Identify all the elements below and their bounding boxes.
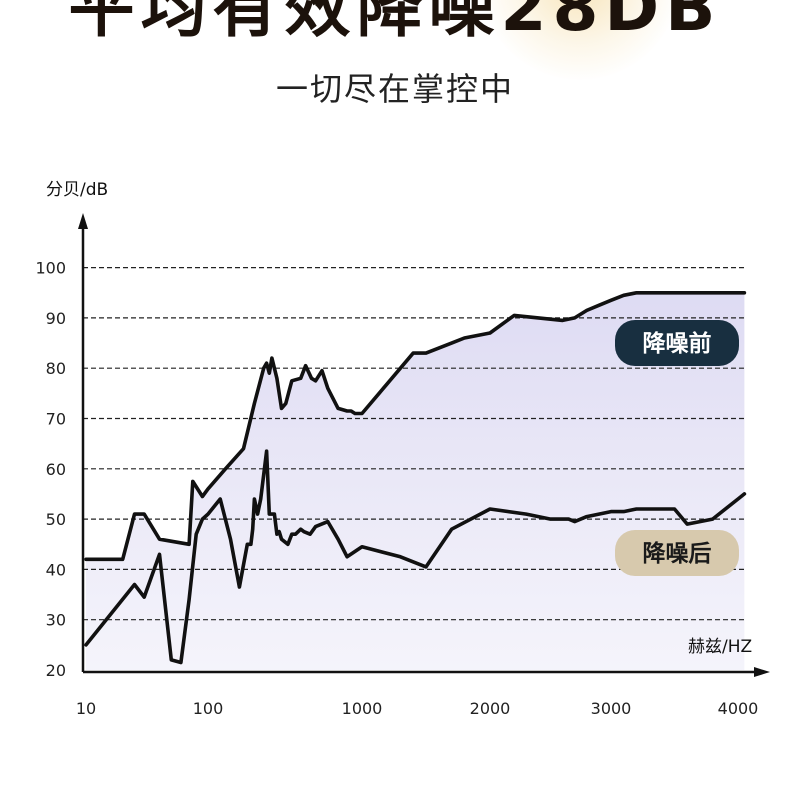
y-tick-label: 80	[46, 359, 66, 378]
legend-before-badge	[615, 320, 739, 366]
x-tick-label: 10	[76, 699, 96, 718]
y-tick-label: 90	[46, 309, 66, 328]
series-line-after	[84, 449, 747, 665]
legend-after-badge	[615, 530, 739, 576]
page-title: 平均有效降噪28DB	[68, 0, 722, 46]
y-tick-label: 30	[46, 611, 66, 630]
y-axis-arrow	[78, 213, 88, 229]
x-axis-label: 赫兹/HZ	[688, 637, 752, 657]
series-line-before	[84, 290, 747, 562]
axes: 分贝/dB 赫兹/HZ	[46, 180, 770, 677]
series-lines	[84, 290, 747, 665]
page-subtitle: 一切尽在掌控中	[275, 70, 514, 108]
tick-labels: 20 30 40 50 60 70 80 90 100 10 100 1000 2000 3000 4000	[35, 259, 758, 718]
legend-badges: 降噪前 降噪后	[615, 320, 739, 576]
y-tick-label: 60	[46, 460, 66, 479]
x-tick-label: 1000	[342, 699, 383, 718]
legend-after-label: 降噪后	[643, 541, 712, 567]
x-tick-label: 2000	[470, 699, 511, 718]
y-tick-label: 70	[46, 410, 66, 429]
y-tick-label: 50	[46, 510, 66, 529]
gridlines	[83, 267, 745, 621]
y-axis-label: 分贝/dB	[46, 180, 108, 200]
y-tick-label: 20	[46, 661, 66, 680]
y-tick-label: 100	[35, 259, 66, 278]
area-fill-layer	[86, 292, 745, 670]
x-tick-label: 3000	[591, 699, 632, 718]
x-tick-label: 4000	[718, 699, 759, 718]
x-tick-label: 100	[193, 699, 224, 718]
legend-before-label: 降噪前	[643, 330, 712, 357]
y-tick-label: 40	[46, 560, 66, 579]
before-area-fill	[86, 292, 745, 670]
x-axis-arrow	[754, 667, 770, 677]
